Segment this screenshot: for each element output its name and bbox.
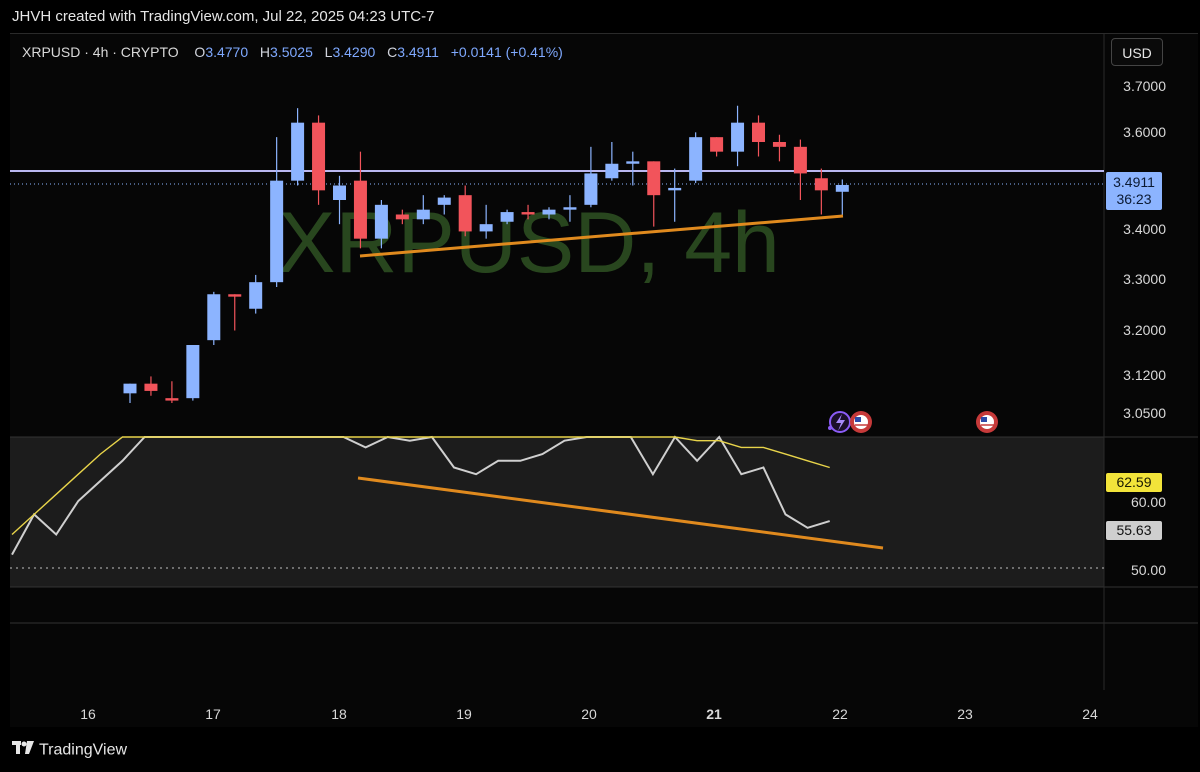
candle-up [249,282,263,309]
candle-down [395,214,409,220]
lightning-event-icon[interactable] [828,411,851,433]
candle-up [123,383,137,394]
x-tick-label: 24 [1082,706,1098,722]
symbol-label: XRPUSD · 4h · CRYPTO [22,44,179,60]
open-label: O [194,44,206,60]
candle-up [605,163,619,179]
x-tick-label: 16 [80,706,96,722]
current-price-value: 3.4911 [1113,174,1155,190]
candle-up [731,122,745,152]
candle-down [814,178,828,191]
candle-up [835,184,849,192]
candle-up [689,137,703,181]
candle-down [793,146,807,174]
candle-up [479,224,493,232]
currency-button[interactable]: USD [1111,38,1163,66]
candle-countdown: 36:23 [1116,191,1152,207]
x-tick-label: 20 [581,706,597,722]
candle-up [374,204,388,239]
footer-brand[interactable]: TradingView [12,741,127,760]
candle-up [291,122,305,181]
candle-down [710,137,724,152]
tradingview-logo-icon [12,741,34,760]
y-tick-label: 3.1200 [1123,367,1166,383]
candle-down [312,122,326,191]
rsi-pane [10,437,1104,587]
x-tick-label: 19 [456,706,472,722]
symbol-legend: XRPUSD · 4h · CRYPTO O3.4770 H3.5025 L3.… [22,44,563,60]
y-tick-label: 3.7000 [1123,78,1166,94]
x-tick-label: 18 [331,706,347,722]
candle-up [563,207,577,210]
chart-frame[interactable] [10,33,1198,727]
footer-brand-label: TradingView [39,741,128,759]
candles [123,105,849,403]
y-tick-label: 3.2000 [1123,322,1166,338]
candle-down [165,398,179,401]
candle-down [772,142,786,147]
high-label: H [259,44,271,60]
candle-up [668,187,682,191]
low-label: L [324,44,333,60]
candle-down [521,212,535,215]
candle-down [353,180,367,239]
rsi-tick-label: 60.00 [1130,494,1166,510]
y-tick-label: 3.0500 [1123,405,1166,421]
price-trendline [359,214,844,258]
x-tick-label: 21 [706,706,722,722]
rsi-ma-line [11,436,830,536]
us-flag-event-icon-2[interactable] [976,411,998,433]
candle-up [186,345,200,399]
candle-up [270,180,284,283]
close-label: C [387,44,398,60]
creator-label: JHVH created with TradingView.com, Jul 2… [12,8,435,25]
x-tick-label: 22 [832,706,848,722]
y-tick-label: 3.4000 [1123,221,1166,237]
candle-up [626,161,640,164]
us-flag-event-icon[interactable] [850,411,872,433]
candle-up [500,212,514,222]
rsi-trendline [357,476,884,550]
top-bar: JHVH created with TradingView.com, Jul 2… [0,0,1200,33]
current-price-badge: 3.4911 36:23 [1106,172,1162,210]
candle-up [416,209,430,220]
rsi-lines [11,435,830,556]
rsi-value-badge: 55.63 [1106,521,1162,540]
rsi-tick-label: 50.00 [1130,562,1166,578]
candle-down [752,122,765,142]
change-value: +0.0141 (+0.41%) [450,44,563,60]
candle-up [207,294,221,341]
candle-down [228,294,242,297]
x-tick-label: 23 [957,706,973,722]
candle-down [647,161,661,196]
low-value: 3.4290 [332,44,376,60]
candle-up [584,173,598,205]
open-value: 3.4770 [205,44,249,60]
candle-down [144,383,158,391]
y-tick-label: 3.3000 [1123,271,1166,287]
high-value: 3.5025 [270,44,313,60]
rsi-ma-badge: 62.59 [1106,473,1162,492]
candle-up [437,197,451,205]
x-tick-label: 17 [205,706,221,722]
y-tick-label: 3.6000 [1123,124,1166,140]
candle-up [542,209,556,215]
close-value: 3.4911 [397,44,439,60]
candle-up [333,185,346,200]
candle-down [458,195,472,232]
